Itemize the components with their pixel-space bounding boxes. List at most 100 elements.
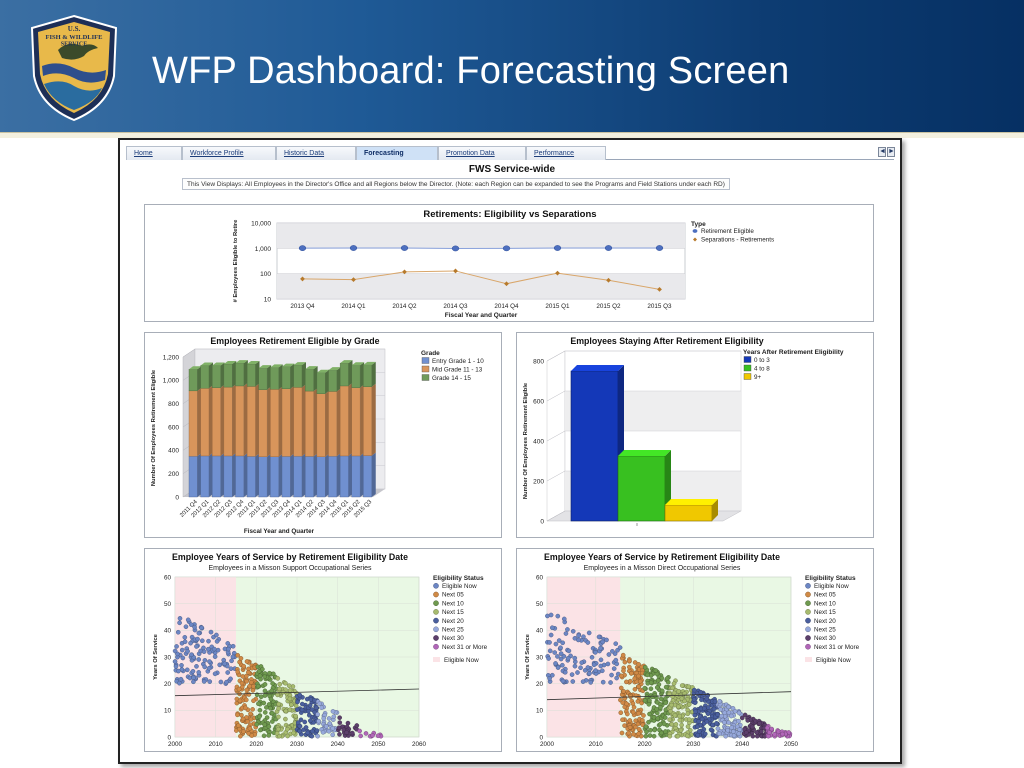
tab-workforce-profile-label: Workforce Profile [190, 150, 244, 157]
scatter-point [317, 701, 322, 707]
x-tick-label: 2020 [249, 741, 264, 748]
scatter-point [295, 707, 300, 712]
scatter-point [560, 678, 566, 684]
bar-segment-side [325, 390, 330, 457]
bar-top [351, 362, 365, 366]
x-tick-label: 2013 Q4 [290, 303, 315, 310]
legend-swatch [743, 373, 752, 380]
scatter-point [262, 710, 268, 715]
scatter-point [363, 731, 369, 736]
y-tick-label: 0 [539, 734, 543, 741]
scatter-point [627, 658, 632, 664]
fws-logo: U.S. FISH & WILDLIFE SERVICE [30, 14, 118, 122]
scatter-point [585, 640, 591, 645]
scatter-point [654, 685, 660, 690]
tab-workforce-profile[interactable]: Workforce Profile [182, 146, 276, 160]
scatter-point [705, 711, 711, 716]
scatter-point [337, 720, 343, 725]
dashboard-screenshot: Home Workforce Profile Historic Data For… [118, 138, 902, 764]
legend-swatch [692, 229, 698, 233]
bar-segment [293, 387, 303, 457]
scatter-point [270, 681, 275, 686]
scatter-point [701, 706, 707, 711]
scatter-point [246, 692, 252, 697]
tab-home[interactable]: Home [126, 146, 182, 160]
scatter-point [637, 678, 643, 684]
scatter-point [631, 731, 636, 737]
y-tick-label: 800 [168, 401, 179, 408]
scatter-point [326, 716, 332, 721]
bar-top [235, 360, 248, 364]
tab-performance[interactable]: Performance [526, 146, 606, 160]
scatter-point [593, 668, 598, 673]
scatter-point [651, 714, 657, 720]
bar-segment [223, 386, 233, 457]
scatter-point [269, 710, 275, 716]
legend-swatch [433, 643, 439, 650]
x-tick-label: 2014 Q2 [392, 303, 417, 310]
scatter-point [565, 627, 570, 632]
bar-segment-side [243, 360, 248, 386]
scatter-point [248, 717, 254, 722]
scatter-point [686, 702, 692, 707]
tab-scroll-right-icon[interactable]: ► [887, 147, 895, 157]
scatter-point [201, 679, 207, 684]
scatter-point [739, 715, 745, 721]
tab-forecasting[interactable]: Forecasting [356, 146, 438, 160]
scatter-point [177, 680, 182, 686]
scatter-point [188, 640, 193, 646]
bar-segment [258, 367, 268, 390]
bar-segment [188, 390, 198, 457]
y-tick-label: 50 [536, 601, 544, 608]
scatter-point [185, 649, 190, 654]
scatter-point [202, 664, 207, 670]
tab-historic-data[interactable]: Historic Data [276, 146, 356, 160]
scatter-point [297, 723, 303, 729]
tab-promotion-data-label: Promotion Data [446, 150, 495, 157]
bar-segment-side [255, 383, 260, 457]
scatter-point [256, 669, 262, 674]
scatter-point [636, 673, 641, 679]
bar-segment [270, 367, 279, 390]
scatter-point [591, 662, 597, 668]
scatter-point [230, 643, 236, 649]
scatter-point [177, 616, 183, 621]
data-point [453, 268, 458, 274]
scatter-point [305, 730, 311, 736]
logo-line2: FISH & WILDLIFE [46, 34, 103, 41]
scatter-point [558, 656, 564, 662]
scatter-point [704, 696, 710, 702]
scatter-point [580, 679, 586, 684]
scatter-point [310, 728, 315, 734]
scatter-point [669, 721, 675, 727]
tab-bar: Home Workforce Profile Historic Data For… [126, 146, 895, 160]
x-axis-label: Fiscal Year and Quarter [244, 528, 315, 535]
legend-swatch [433, 583, 439, 589]
legend-swatch [433, 609, 439, 615]
scatter-point [287, 696, 293, 702]
chart-title: Employee Years of Service by Retirement … [172, 552, 408, 562]
x-tick-label: 2020 [638, 741, 653, 748]
scatter-point [608, 680, 613, 685]
bar-segment [200, 365, 210, 389]
scatter-point [547, 676, 552, 681]
scatter-point [613, 641, 619, 646]
legend-label: Next 10 [814, 600, 836, 607]
bar-segment-side [232, 452, 237, 497]
bar-segment-side [371, 361, 376, 387]
scatter-point [261, 733, 267, 739]
scatter-point [250, 707, 255, 712]
scatter-point [631, 704, 637, 710]
bar-top [223, 361, 237, 364]
scatter-point [291, 730, 296, 736]
bar-top [247, 361, 260, 364]
bar-segment [316, 393, 326, 457]
y-axis-label: Number Of Employees Retirement Eligible [151, 369, 157, 486]
tab-scroll-left-icon[interactable]: ◄ [878, 147, 886, 157]
scatter-point [370, 733, 375, 738]
tab-promotion-data[interactable]: Promotion Data [438, 146, 526, 160]
legend-label: Next 30 [442, 635, 464, 642]
scatter-point [662, 715, 668, 720]
scatter-point [190, 669, 196, 674]
scatter-point [620, 700, 626, 705]
